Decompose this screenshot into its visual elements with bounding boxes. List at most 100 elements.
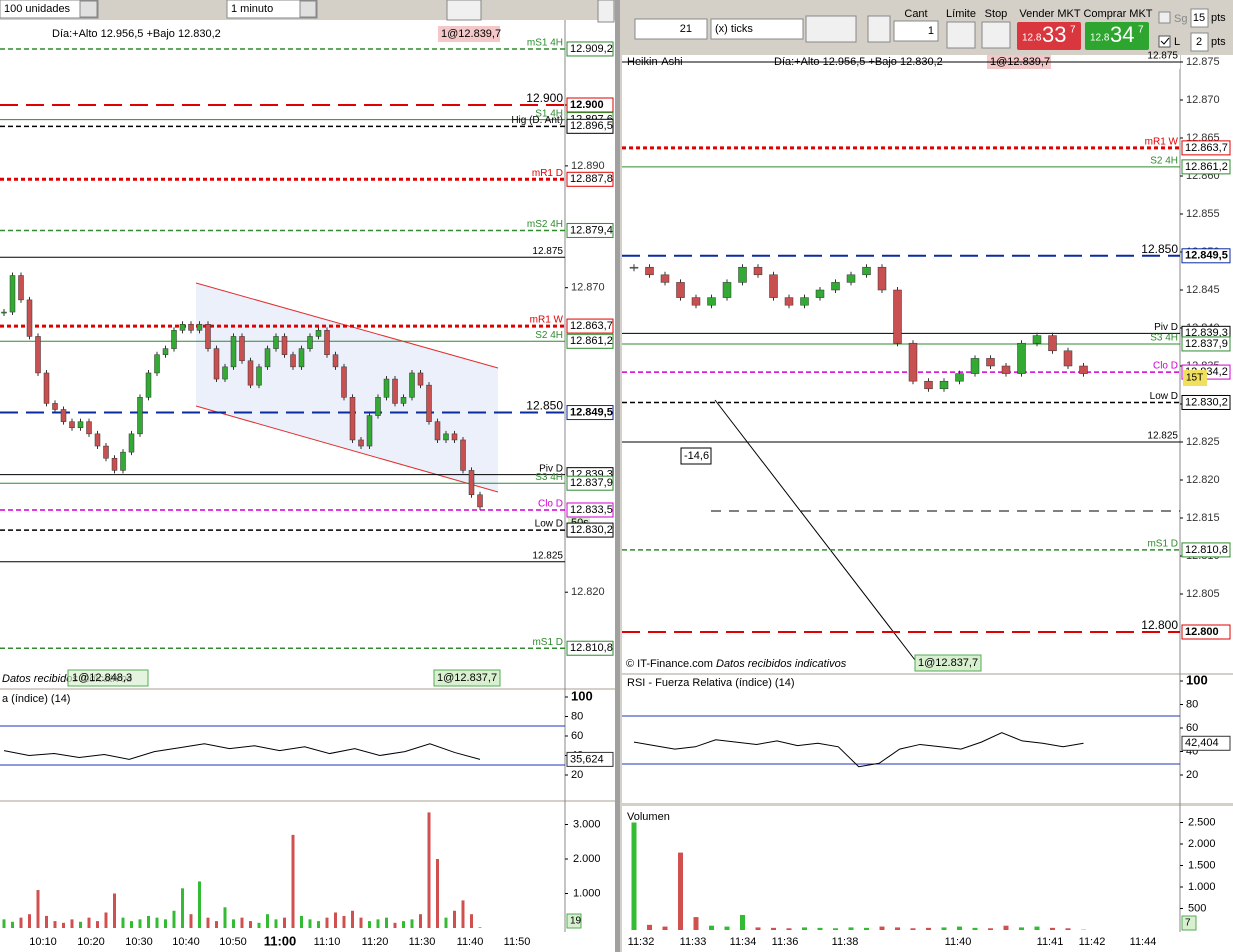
dropdown-btn[interactable] xyxy=(299,0,317,18)
candle xyxy=(691,297,701,306)
candle xyxy=(426,384,432,422)
volume-bar xyxy=(189,914,193,928)
level-name: S3 4H xyxy=(535,472,563,483)
x-tick-label: 11:00 xyxy=(264,933,297,948)
x-tick-label: 11:50 xyxy=(504,936,531,948)
volume-bar xyxy=(385,917,388,928)
x-tick-label: 11:30 xyxy=(409,936,436,948)
candle xyxy=(60,409,67,422)
level-value: 12.833,5 xyxy=(570,504,613,516)
level-value-box xyxy=(1181,542,1231,558)
volume-bar xyxy=(453,910,456,928)
candle xyxy=(753,266,763,276)
level-value-box xyxy=(566,405,614,421)
check xyxy=(1160,37,1170,45)
buy-big: 34 xyxy=(1110,22,1134,47)
level-value-box xyxy=(566,475,614,491)
right-axis-bg xyxy=(1180,55,1233,673)
y-tick-label: 12.825 xyxy=(1186,436,1220,448)
volume-bar xyxy=(755,927,761,930)
candle xyxy=(645,266,654,276)
cant-input[interactable] xyxy=(893,20,939,42)
quantity-text: 100 unidades xyxy=(4,3,71,15)
volume-bar xyxy=(957,926,962,930)
vol-tick-label: 3.000 xyxy=(573,818,601,830)
volume-bar xyxy=(1003,925,1009,930)
level-name: mS2 4H xyxy=(527,219,563,230)
chart-type-btn[interactable] xyxy=(805,15,857,43)
candle xyxy=(660,274,670,283)
candle xyxy=(315,330,322,337)
sell-button[interactable] xyxy=(1017,22,1081,50)
candle xyxy=(358,439,364,447)
l-checkbox[interactable] xyxy=(1158,35,1171,48)
volume-bar xyxy=(45,915,48,928)
candle xyxy=(366,415,373,447)
volume-bar xyxy=(376,919,380,928)
splitter[interactable] xyxy=(615,0,620,952)
sell-big: 33 xyxy=(1042,22,1066,47)
volume-bar xyxy=(274,919,278,928)
vol-value: 19 xyxy=(570,916,582,927)
sg-input[interactable] xyxy=(1190,8,1209,28)
volume-bar xyxy=(62,922,65,928)
ticks-mode-select[interactable] xyxy=(710,18,804,40)
l-input[interactable] xyxy=(1190,32,1209,52)
sg-checkbox[interactable] xyxy=(1158,11,1171,24)
level-value-box xyxy=(566,171,614,187)
volume-bar xyxy=(926,927,931,930)
candle xyxy=(179,323,186,331)
level-name: S2 4H xyxy=(1150,156,1178,167)
timeframe-select[interactable] xyxy=(226,0,318,19)
volume-bar xyxy=(181,888,184,928)
volume-bar xyxy=(325,917,329,928)
side-btn[interactable] xyxy=(597,0,615,23)
candle xyxy=(924,380,933,390)
candle xyxy=(409,372,415,398)
level-value: 12.861,2 xyxy=(1185,161,1228,173)
settings-btn[interactable] xyxy=(867,15,891,43)
candle xyxy=(349,397,356,441)
volume-bar xyxy=(104,912,108,928)
level-value-box xyxy=(1181,624,1231,640)
chart-type-btn[interactable] xyxy=(446,0,482,21)
volume-bar xyxy=(308,919,312,928)
countdown: 15T xyxy=(1186,373,1203,384)
candle xyxy=(460,439,466,471)
stop-btn[interactable] xyxy=(981,21,1011,49)
volume-bar xyxy=(223,907,227,928)
vol-tick-label: 2.500 xyxy=(1188,816,1216,828)
left-rsi-bg xyxy=(0,690,565,800)
volume-bar xyxy=(113,893,116,928)
candle xyxy=(1063,350,1073,367)
candle xyxy=(1048,335,1057,352)
level-value: 12.837,9 xyxy=(1185,338,1228,350)
buy-button[interactable] xyxy=(1085,22,1149,50)
y-tick-label: 12.845 xyxy=(1186,284,1220,296)
quantity-select[interactable] xyxy=(0,0,99,19)
y-tick-label: 12.805 xyxy=(1186,588,1220,600)
candle xyxy=(722,282,732,298)
volume-bar xyxy=(895,927,900,930)
limit-label: Límite xyxy=(946,8,976,20)
candle xyxy=(9,275,16,313)
stop-label: Stop xyxy=(985,8,1008,20)
limit-btn[interactable] xyxy=(946,21,976,49)
candle xyxy=(443,433,449,441)
candle xyxy=(307,336,313,349)
right-time-axis xyxy=(622,932,1233,952)
dropdown-btn[interactable] xyxy=(79,0,98,18)
left-last-order: 1@12.839,7 xyxy=(441,28,501,40)
volume-bar xyxy=(771,927,776,930)
candle xyxy=(77,421,84,429)
copyright: © IT-Finance.com xyxy=(626,658,713,670)
candle xyxy=(162,348,169,355)
left-time-axis xyxy=(0,932,615,952)
right-plot-bg xyxy=(622,55,1180,673)
candle xyxy=(1032,335,1042,344)
candle xyxy=(468,470,475,496)
candle xyxy=(1,311,7,314)
volume-bar xyxy=(96,921,99,928)
ticks-count-input[interactable] xyxy=(634,18,708,40)
